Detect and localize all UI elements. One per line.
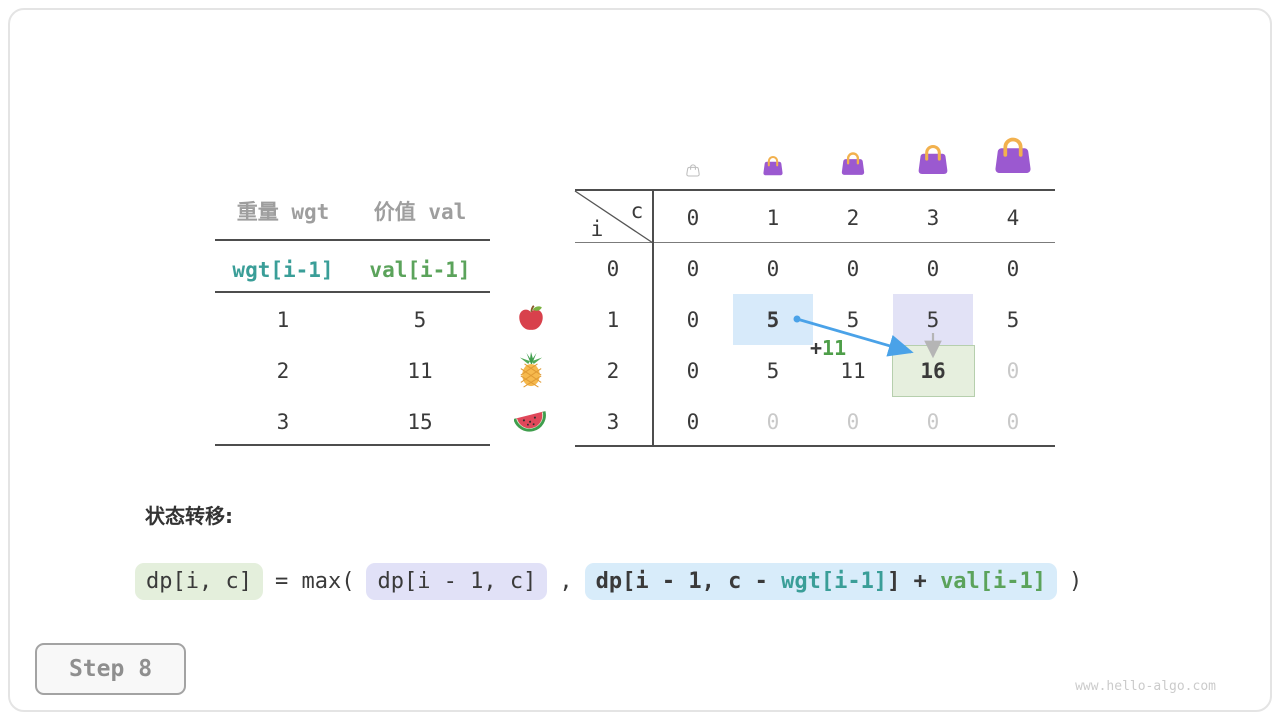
dp-cell: 5 <box>846 308 860 332</box>
dp-row-header: 2 <box>606 359 620 383</box>
item-val: 5 <box>413 308 427 332</box>
items-index-val: val[i-1] <box>369 258 471 282</box>
dp-cell: 0 <box>1006 257 1020 281</box>
formula-separator: , <box>559 568 573 594</box>
plus-sign: + <box>810 336 823 360</box>
bag-icon-4 <box>991 134 1035 178</box>
item-wgt: 3 <box>276 410 290 434</box>
apple-icon <box>516 303 546 333</box>
items-table-line-top <box>215 239 490 241</box>
dp-row-header: 1 <box>606 308 620 332</box>
arg2-bracket: ] <box>887 568 901 594</box>
dp-col-header: 3 <box>926 206 940 230</box>
arg2-wgt-ref: wgt[i-1] <box>781 568 888 594</box>
site-watermark: www.hello-algo.com <box>1075 679 1216 694</box>
dp-cell: 0 <box>686 359 700 383</box>
step-badge: Step 8 <box>35 643 186 695</box>
items-col-header-weight: 重量 wgt <box>236 200 330 224</box>
item-val: 15 <box>407 410 433 434</box>
dp-col-header: 0 <box>686 206 700 230</box>
dp-table-line-bottom <box>575 445 1055 447</box>
item-wgt: 1 <box>276 308 290 332</box>
items-col-header-value: 价值 val <box>373 200 467 224</box>
add-value-annotation: +11 <box>810 336 846 360</box>
items-table-line-bottom <box>215 444 490 446</box>
arg2-val-ref: val[i-1] <box>940 568 1047 594</box>
dp-table-line-top <box>575 189 1055 191</box>
dp-cell: 0 <box>766 410 780 434</box>
dp-cell: 0 <box>1006 410 1020 434</box>
outer-frame <box>8 8 1272 712</box>
bag-icon-1 <box>761 154 785 178</box>
formula-arg1-pill: dp[i - 1, c] <box>366 562 548 600</box>
dp-cell-above: 5 <box>926 308 940 332</box>
item-wgt: 2 <box>276 359 290 383</box>
corner-row-var: i <box>590 217 604 241</box>
dp-col-header: 4 <box>1006 206 1020 230</box>
watermelon-icon <box>514 409 548 434</box>
dp-cell: 0 <box>1006 359 1020 383</box>
dp-cell: 0 <box>926 257 940 281</box>
empty-bag-icon <box>685 161 701 177</box>
bag-icon-2 <box>839 150 867 178</box>
dp-table-line-vertical <box>652 189 654 447</box>
dp-col-header: 2 <box>846 206 860 230</box>
pineapple-icon <box>516 351 546 388</box>
dp-cell: 0 <box>926 410 940 434</box>
dp-cell: 5 <box>1006 308 1020 332</box>
added-value: 11 <box>822 336 847 360</box>
dp-row-header: 3 <box>606 410 620 434</box>
bag-icon-3 <box>915 142 951 178</box>
formula-close-paren: ) <box>1069 568 1083 594</box>
dp-cell: 0 <box>686 410 700 434</box>
dp-cell: 0 <box>686 257 700 281</box>
items-table-line-mid <box>215 291 490 293</box>
dp-row-header: 0 <box>606 257 620 281</box>
dp-cell: 0 <box>846 410 860 434</box>
state-transition-formula: dp[i, c] = max( dp[i - 1, c] , dp[i - 1,… <box>135 559 1082 603</box>
arg2-prefix: dp[i - 1, c - <box>595 568 782 594</box>
dp-cell: 0 <box>686 308 700 332</box>
dp-cell: 0 <box>846 257 860 281</box>
dp-cell: 0 <box>766 257 780 281</box>
blue-transfer-arrow-icon <box>793 315 914 357</box>
state-transition-label: 状态转移: <box>145 504 233 528</box>
formula-result-pill: dp[i, c] <box>135 562 263 600</box>
item-val: 11 <box>407 359 433 383</box>
formula-arg2-pill: dp[i - 1, c - wgt[i-1]] + val[i-1] <box>584 562 1058 600</box>
dp-cell-source: 5 <box>766 308 780 332</box>
dp-cell-target: 16 <box>920 359 946 383</box>
formula-operator: = max( <box>274 568 355 594</box>
dp-table-line-header <box>575 242 1055 243</box>
corner-diagonal-line <box>574 190 654 244</box>
items-index-wgt: wgt[i-1] <box>232 258 334 282</box>
dp-cell: 11 <box>840 359 866 383</box>
transition-arrows <box>793 315 942 359</box>
dp-cell: 5 <box>766 359 780 383</box>
arg2-plus: + <box>900 568 941 594</box>
corner-col-var: c <box>630 199 644 223</box>
dp-col-header: 1 <box>766 206 780 230</box>
